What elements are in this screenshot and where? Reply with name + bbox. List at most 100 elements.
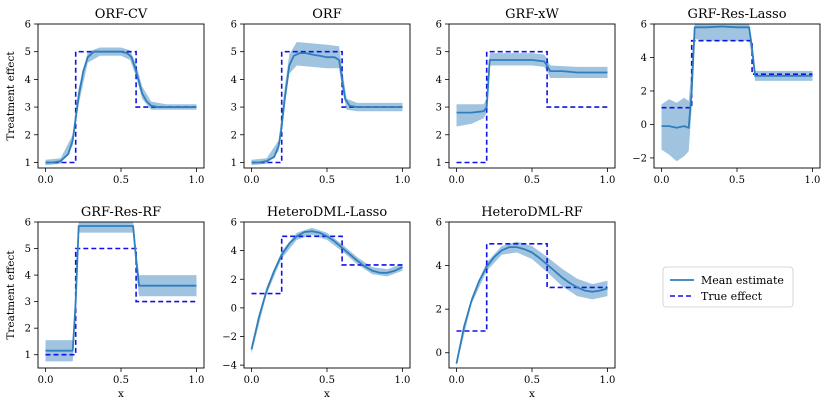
x-tick-label: 0.5 [113, 375, 129, 386]
y-tick-label: 4 [25, 271, 31, 282]
x-axis-label: x [324, 388, 330, 400]
x-tick-label: 0.5 [524, 175, 540, 186]
mean-estimate-line [661, 25, 813, 129]
x-tick-label: 0.0 [244, 375, 260, 386]
y-tick-label: 1 [25, 158, 31, 169]
y-tick-label: 5 [436, 47, 442, 58]
y-tick-label: 6 [25, 218, 31, 229]
legend-true-label: True effect [701, 290, 763, 303]
x-axis-label: x [118, 388, 124, 400]
subplot-2: ORF 0.0 0.5 1.0 1 2 3 4 5 6 [231, 7, 411, 186]
subplot-title: GRF-xW [505, 7, 559, 22]
subplot-title: HeteroDML-Lasso [267, 205, 387, 220]
y-tick-label: 6 [641, 20, 647, 31]
x-tick-label: 1.0 [805, 175, 821, 186]
x-tick-label: 0.5 [319, 375, 335, 386]
mean-estimate-line [251, 52, 403, 164]
legend: Mean estimate True effect [662, 266, 794, 308]
y-tick-label: 0 [231, 303, 237, 314]
y-tick-label: 2 [436, 305, 442, 316]
subplot-4: GRF-Res-Lasso 0.0 0.5 1.0 −2 0 2 4 6 [632, 7, 821, 186]
legend-box [662, 266, 794, 308]
subplot-title: HeteroDML-RF [481, 205, 583, 220]
x-tick-label: 1.0 [600, 375, 616, 386]
true-effect-line [456, 50, 608, 164]
y-tick-label: −2 [632, 153, 647, 164]
y-tick-label: 2 [25, 324, 31, 335]
mean-estimate-line [45, 225, 197, 352]
legend-mean-label: Mean estimate [701, 274, 784, 287]
y-tick-label: 0 [436, 348, 442, 359]
y-tick-label: 4 [641, 53, 647, 64]
subplot-6: HeteroDML-Lasso 0.0 0.5 1.0 −4 −2 0 2 4 6 x [222, 205, 411, 400]
confidence-band [45, 222, 197, 362]
y-tick-label: 5 [25, 244, 31, 255]
y-tick-label: 4 [25, 75, 31, 86]
confidence-band [251, 227, 403, 354]
y-tick-label: 4 [231, 75, 237, 86]
y-axis-label: Treatment effect [5, 51, 17, 141]
y-tick-label: 2 [641, 86, 647, 97]
confidence-band [251, 42, 403, 166]
confidence-band [45, 47, 197, 166]
subplot-title: ORF [312, 7, 341, 22]
mean-estimate-line [456, 59, 608, 114]
true-effect-line [251, 235, 403, 295]
y-tick-label: 2 [231, 130, 237, 141]
y-tick-label: 2 [231, 275, 237, 286]
x-tick-label: 0.0 [244, 175, 260, 186]
x-tick-label: 0.5 [524, 375, 540, 386]
y-tick-label: −4 [222, 361, 237, 372]
true-effect-line [456, 243, 608, 332]
y-tick-label: 1 [231, 158, 237, 169]
axes-frame [448, 23, 616, 169]
y-tick-label: −2 [222, 332, 237, 343]
true-effect-line [661, 39, 813, 109]
y-tick-label: 1 [436, 158, 442, 169]
x-tick-label: 0.5 [729, 175, 745, 186]
y-tick-label: 6 [25, 20, 31, 31]
subplot-title: GRF-Res-RF [81, 205, 161, 220]
mean-estimate-line [250, 230, 403, 350]
y-tick-label: 6 [436, 20, 442, 31]
y-tick-label: 4 [436, 75, 442, 86]
axes-frame [37, 23, 205, 169]
true-effect-line [251, 50, 403, 164]
subplot-1: ORF-CV 0.0 0.5 1.0 1 2 3 4 5 6 Treatment effect [5, 7, 205, 186]
y-tick-label: 3 [25, 297, 31, 308]
y-tick-label: 2 [436, 130, 442, 141]
subplot-5: GRF-Res-RF 0.0 0.5 1.0 1 2 3 4 5 6 Treatment effec… [5, 205, 205, 400]
y-tick-label: 6 [231, 20, 237, 31]
y-tick-label: 2 [25, 130, 31, 141]
x-tick-label: 1.0 [189, 175, 205, 186]
confidence-band [661, 24, 813, 162]
y-tick-label: 1 [25, 350, 31, 361]
y-tick-label: 6 [231, 218, 237, 229]
confidence-band [456, 53, 608, 127]
y-axis-label: Treatment effect [5, 250, 17, 340]
subplot-3: GRF-xW 0.0 0.5 1.0 1 2 3 4 5 6 [436, 7, 616, 186]
y-tick-label: 0 [641, 120, 647, 131]
y-tick-label: 4 [231, 246, 237, 257]
x-tick-label: 1.0 [600, 175, 616, 186]
x-tick-label: 1.0 [395, 375, 411, 386]
x-tick-label: 0.0 [38, 175, 54, 186]
mean-estimate-line [45, 50, 197, 164]
y-tick-label: 5 [231, 47, 237, 58]
x-axis-label: x [529, 388, 535, 400]
x-tick-label: 0.5 [113, 175, 129, 186]
y-tick-label: 3 [231, 103, 237, 114]
true-effect-line [45, 247, 197, 356]
x-tick-label: 1.0 [395, 175, 411, 186]
x-tick-label: 0.5 [319, 175, 335, 186]
confidence-band [456, 241, 608, 366]
x-tick-label: 0.0 [38, 375, 54, 386]
subplot-title: ORF-CV [95, 7, 148, 22]
x-tick-label: 1.0 [189, 375, 205, 386]
y-tick-label: 3 [25, 103, 31, 114]
y-tick-label: 5 [25, 47, 31, 58]
x-tick-label: 0.0 [654, 175, 670, 186]
x-tick-label: 0.0 [449, 175, 465, 186]
subplot-7: HeteroDML-RF 0.0 0.5 1.0 0 2 4 6 x [436, 205, 616, 400]
